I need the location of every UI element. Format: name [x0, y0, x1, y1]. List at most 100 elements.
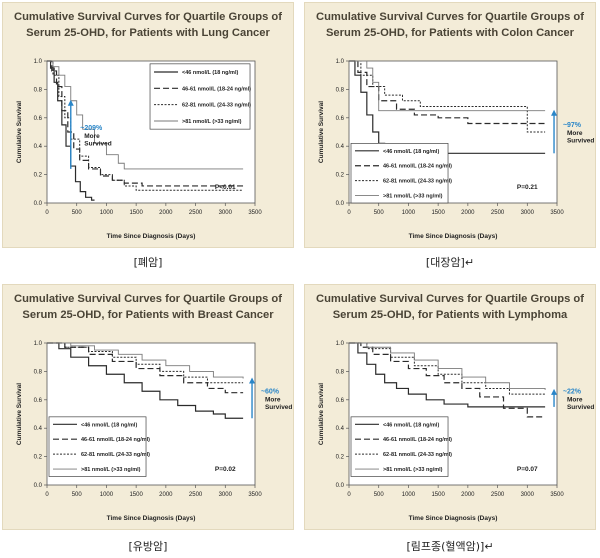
- x-tick-label: 1500: [431, 492, 445, 498]
- y-tick-label: 0.2: [336, 455, 345, 461]
- annotation-text-2: Survived: [84, 140, 111, 147]
- chart-title-line-1: Cumulative Survival Curves for Quartile …: [14, 293, 282, 305]
- caption-colon-cancer: [대장암]↵: [425, 256, 475, 269]
- y-tick-label: 0.0: [34, 201, 43, 207]
- x-tick-label: 500: [374, 492, 385, 498]
- y-tick-label: 1.0: [34, 341, 43, 347]
- legend-entry-3: 62-81 nmol/L (24-33 ng/ml): [182, 103, 251, 109]
- series-line-2: [47, 342, 244, 394]
- legend-entry-2: 46-61 nmol/L (18-24 ng/ml): [383, 164, 452, 170]
- y-tick-label: 0.4: [34, 144, 43, 150]
- series-line-3: [47, 60, 244, 191]
- legend-box: [350, 143, 449, 204]
- x-tick-label: 3000: [219, 492, 233, 498]
- x-tick-label: 2500: [491, 210, 505, 216]
- x-tick-label: 0: [45, 492, 49, 498]
- lung-cancer-survival-chart: Cumulative Survival Curves for Quartile …: [14, 11, 282, 240]
- annotation-text-2: Survived: [567, 138, 594, 145]
- legend-entry-1: <46 nmol/L (18 ng/ml): [383, 422, 439, 428]
- x-tick-label: 2000: [159, 492, 173, 498]
- y-tick-label: 0.0: [336, 483, 345, 489]
- x-tick-label: 1000: [402, 492, 416, 498]
- x-tick-label: 2000: [159, 210, 173, 216]
- x-tick-label: 1500: [129, 210, 143, 216]
- x-tick-label: 2500: [189, 492, 203, 498]
- x-tick-label: 1000: [100, 210, 114, 216]
- series-line-3: [349, 60, 546, 133]
- annotation-text-1: More: [265, 396, 281, 403]
- series-line-4: [47, 342, 244, 379]
- y-tick-label: 0.2: [34, 173, 43, 179]
- y-tick-label: 1.0: [336, 341, 345, 347]
- legend-entry-4: >81 nmol/L (>33 ng/ml): [383, 194, 443, 200]
- y-tick-label: 0.6: [336, 116, 345, 122]
- series-line-3: [47, 342, 244, 384]
- x-tick-label: 1500: [431, 210, 445, 216]
- x-tick-label: 500: [72, 492, 83, 498]
- y-tick-label: 0.8: [336, 369, 345, 375]
- legend-entry-3: 62-81 nmol/L (24-33 ng/ml): [81, 452, 150, 458]
- legend-entry-4: >81 nmol/L (>33 ng/ml): [383, 467, 443, 473]
- legend-entry-2: 46-61 nmol/L (18-24 ng/ml): [182, 86, 251, 92]
- annotation-arrowhead: [551, 388, 558, 395]
- annotation-text-1: More: [567, 130, 583, 137]
- y-tick-label: 0.8: [34, 369, 43, 375]
- chart-title-line-1: Cumulative Survival Curves for Quartile …: [14, 11, 282, 23]
- x-tick-label: 3000: [521, 210, 535, 216]
- annotation-arrowhead: [67, 99, 74, 106]
- y-tick-label: 0.6: [336, 398, 345, 404]
- annotation-percent: ~22%: [563, 388, 582, 395]
- y-tick-label: 0.0: [34, 483, 43, 489]
- y-axis-label: Cumulative Survival: [16, 383, 23, 445]
- annotation-percent: ~209%: [80, 125, 103, 132]
- chart-panel-colon-cancer: Cumulative Survival Curves for Quartile …: [304, 2, 596, 248]
- annotation-percent: ~60%: [261, 388, 280, 395]
- p-value-label: P<0.01: [215, 184, 236, 191]
- x-tick-label: 1500: [129, 492, 143, 498]
- x-tick-label: 2000: [461, 492, 475, 498]
- series-line-2: [349, 60, 546, 125]
- annotation-arrowhead: [551, 109, 558, 116]
- chart-title-line-2: Serum 25-OHD, for Patients with Lung Can…: [26, 27, 270, 39]
- series-line-4: [349, 342, 546, 390]
- y-tick-label: 0.6: [34, 116, 43, 122]
- y-axis-label: Cumulative Survival: [318, 383, 325, 445]
- annotation-text-2: Survived: [567, 404, 594, 411]
- annotation-text-1: More: [567, 396, 583, 403]
- caption-breast-cancer: [유방암]: [128, 540, 168, 553]
- y-tick-label: 1.0: [336, 59, 345, 65]
- y-tick-label: 0.4: [336, 426, 345, 432]
- y-axis-label: Cumulative Survival: [318, 101, 325, 163]
- legend-entry-1: <46 nmol/L (18 ng/ml): [182, 70, 238, 76]
- x-axis-label: Time Since Diagnosis (Days): [107, 233, 196, 240]
- chart-panel-lymphoma: Cumulative Survival Curves for Quartile …: [304, 284, 596, 530]
- y-tick-label: 0.8: [336, 87, 345, 93]
- x-tick-label: 3500: [248, 492, 262, 498]
- x-tick-label: 2000: [461, 210, 475, 216]
- chart-panel-lung-cancer: Cumulative Survival Curves for Quartile …: [2, 2, 294, 248]
- series-line-1: [47, 342, 244, 419]
- x-axis-label: Time Since Diagnosis (Days): [409, 515, 498, 522]
- legend-entry-1: <46 nmol/L (18 ng/ml): [81, 422, 137, 428]
- lymphoma-survival-chart: Cumulative Survival Curves for Quartile …: [316, 293, 594, 522]
- annotation-arrowhead: [249, 377, 256, 384]
- legend-entry-2: 46-61 nmol/L (18-24 ng/ml): [383, 437, 452, 443]
- x-tick-label: 500: [374, 210, 385, 216]
- y-tick-label: 0.6: [34, 398, 43, 404]
- series-line-3: [349, 342, 546, 395]
- x-axis-label: Time Since Diagnosis (Days): [107, 515, 196, 522]
- legend-entry-1: <46 nmol/L (18 ng/ml): [383, 149, 439, 155]
- x-tick-label: 0: [45, 210, 49, 216]
- legend-entry-3: 62-81 nmol/L (24-33 ng/ml): [383, 452, 452, 458]
- x-tick-label: 3000: [219, 210, 233, 216]
- y-tick-label: 0.2: [336, 173, 345, 179]
- chart-panel-breast-cancer: Cumulative Survival Curves for Quartile …: [2, 284, 294, 530]
- x-tick-label: 3500: [248, 210, 262, 216]
- series-line-4: [47, 60, 244, 170]
- legend-box: [350, 416, 449, 477]
- y-tick-label: 0.2: [34, 455, 43, 461]
- breast-cancer-survival-chart: Cumulative Survival Curves for Quartile …: [14, 293, 292, 522]
- legend-box: [48, 416, 147, 477]
- caption-lung-cancer: [폐암]: [133, 256, 163, 269]
